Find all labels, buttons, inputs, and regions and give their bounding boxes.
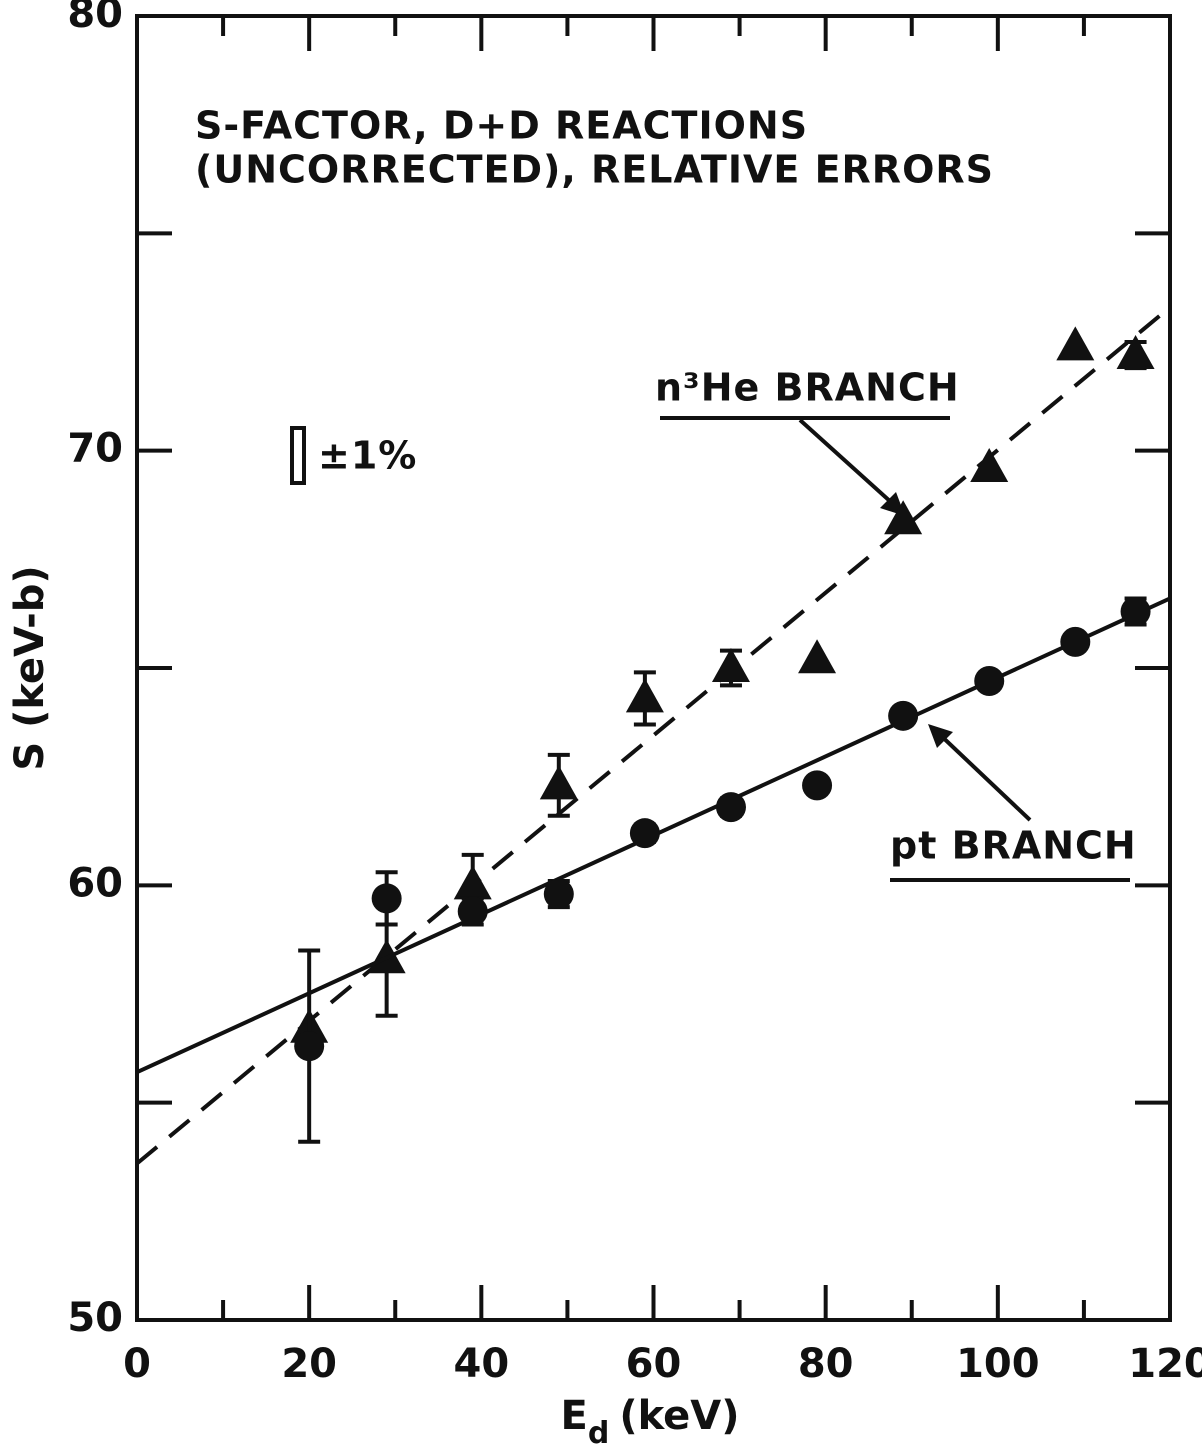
x-tick-label: 20 (281, 1341, 337, 1387)
marker (802, 770, 833, 801)
marker (294, 1031, 325, 1062)
marker (711, 648, 750, 682)
x-tick-label: 0 (123, 1341, 151, 1387)
scale-note: ±1% (318, 434, 417, 478)
marker (970, 448, 1009, 483)
marker (1056, 326, 1095, 361)
x-label-part: E (561, 1393, 588, 1439)
y-tick-label: 60 (67, 860, 123, 906)
marker (1116, 335, 1155, 370)
series-label: pt BRANCH (890, 824, 1137, 868)
chart-title: S-FACTOR, D+D REACTIONS (195, 104, 808, 148)
x-tick-label: 40 (453, 1341, 509, 1387)
x-tick-label: 80 (798, 1341, 854, 1387)
y-axis-label: S (keV-b) (7, 565, 53, 770)
y-tick-label: 50 (67, 1295, 123, 1341)
marker (453, 865, 492, 900)
marker (888, 700, 919, 731)
y-tick-label: 80 (67, 0, 123, 37)
marker (371, 883, 402, 914)
marker (1060, 626, 1091, 657)
series-label: n³He BRANCH (655, 366, 960, 410)
marker (884, 500, 923, 535)
x-tick-label: 60 (626, 1341, 682, 1387)
x-tick-label: 100 (956, 1341, 1040, 1387)
scale-bar (290, 426, 306, 485)
marker (457, 896, 488, 927)
x-tick-label: 120 (1128, 1341, 1202, 1387)
marker (715, 792, 746, 823)
marker (539, 765, 578, 800)
marker (629, 818, 660, 849)
marker (974, 666, 1005, 697)
marker (798, 639, 837, 674)
arrow-head (928, 724, 953, 748)
marker (1120, 596, 1151, 627)
y-tick-label: 70 (67, 426, 123, 472)
chart-title: (UNCORRECTED), RELATIVE ERRORS (195, 148, 994, 192)
marker (625, 678, 664, 713)
arrow (933, 728, 1032, 822)
x-axis-label: Ed (keV) (561, 1393, 740, 1451)
x-label-sub: d (588, 1416, 609, 1451)
x-label-part: (keV) (619, 1393, 739, 1439)
arrow (798, 418, 904, 514)
marker (543, 879, 574, 910)
